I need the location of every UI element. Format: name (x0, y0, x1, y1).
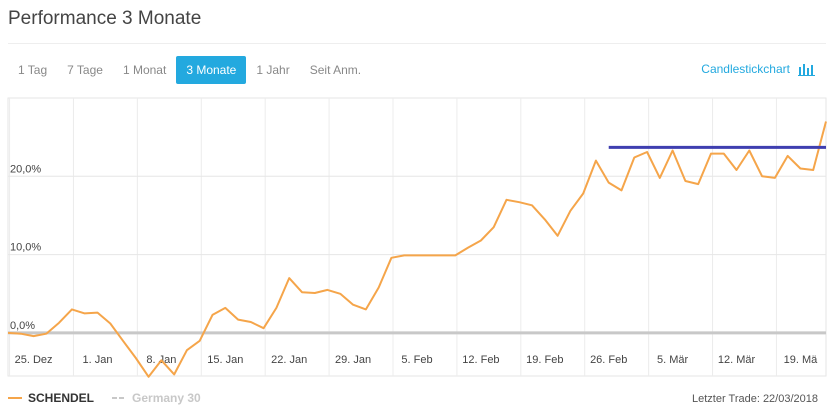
tab-1-jahr[interactable]: 1 Jahr (256, 63, 290, 77)
legend-swatch-germany-30 (112, 397, 127, 399)
series-line-schendel (7, 121, 827, 378)
y-tick-label: 20,0% (10, 163, 41, 175)
x-tick-label: 15. Jan (207, 354, 243, 366)
tab-seit-anm[interactable]: Seit Anm. (309, 63, 362, 77)
legend-swatch-schendel (8, 397, 22, 399)
x-tick-label: 26. Feb (590, 354, 627, 366)
period-tabs: 1 Tag 7 Tage 1 Monat 3 Monate 1 Jahr Sei… (8, 56, 371, 84)
candlestick-label: Candlestickchart (701, 62, 790, 76)
header-divider (8, 43, 826, 44)
x-tick-label: 5. Feb (401, 354, 432, 366)
performance-chart: 0,0%10,0%20,0%25. Dez 1. Jan 8. Jan 15. Jan… (7, 97, 827, 378)
bar-chart-icon (798, 64, 815, 76)
tab-3-monate[interactable]: 3 Monate (176, 56, 247, 84)
x-tick-label: 1. Jan (82, 354, 112, 366)
x-tick-label: 22. Jan (271, 354, 307, 366)
tab-1-monat[interactable]: 1 Monat (122, 63, 167, 77)
x-tick-label: 29. Jan (335, 354, 371, 366)
y-tick-label: 10,0% (10, 242, 41, 254)
x-tick-label: 19. Mä (784, 354, 819, 366)
last-trade-text: Letzter Trade: 22/03/2018 (692, 393, 818, 405)
page-title: Performance 3 Monate (8, 8, 202, 29)
tab-1-tag[interactable]: 1 Tag (18, 63, 48, 77)
x-tick-label: 25. Dez (15, 354, 53, 366)
x-tick-label: 12. Feb (462, 354, 499, 366)
plot-frame (7, 97, 827, 377)
x-tick-label: 19. Feb (526, 354, 563, 366)
y-tick-label: 0,0% (10, 320, 35, 332)
chart-legend: SCHENDEL Germany 30 (8, 391, 219, 405)
legend-label-germany-30: Germany 30 (132, 391, 201, 405)
legend-item-schendel[interactable]: SCHENDEL (8, 391, 94, 405)
legend-label-schendel: SCHENDEL (28, 391, 95, 405)
x-tick-label: 5. Mär (657, 354, 689, 366)
tab-7-tage[interactable]: 7 Tage (67, 63, 103, 77)
legend-item-germany-30[interactable]: Germany 30 (112, 391, 201, 405)
x-tick-label: 12. Mär (718, 354, 756, 366)
candlestick-chart-link[interactable]: Candlestickchart (701, 62, 816, 76)
